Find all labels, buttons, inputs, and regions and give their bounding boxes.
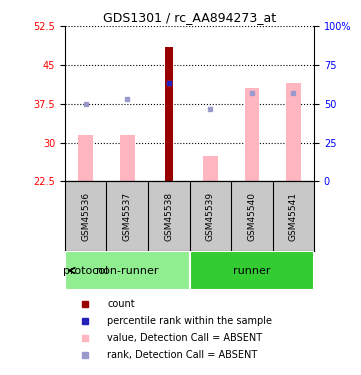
Text: non-runner: non-runner	[96, 266, 158, 276]
Text: value, Detection Call = ABSENT: value, Detection Call = ABSENT	[107, 333, 262, 343]
Text: rank, Detection Call = ABSENT: rank, Detection Call = ABSENT	[107, 350, 258, 360]
Bar	[190, 251, 314, 290]
Bar	[286, 83, 301, 182]
Bar	[120, 135, 135, 182]
Bar	[165, 47, 173, 182]
Text: GSM45541: GSM45541	[289, 192, 298, 241]
Bar	[203, 156, 218, 182]
Text: protocol: protocol	[63, 266, 108, 276]
Text: runner: runner	[233, 266, 270, 276]
Text: GSM45540: GSM45540	[247, 192, 256, 241]
Bar	[244, 88, 259, 182]
Bar	[78, 135, 93, 182]
Bar	[65, 251, 190, 290]
Text: GSM45536: GSM45536	[81, 192, 90, 241]
Text: percentile rank within the sample: percentile rank within the sample	[107, 316, 272, 326]
Text: GSM45539: GSM45539	[206, 192, 215, 241]
Text: GSM45537: GSM45537	[123, 192, 132, 241]
Text: count: count	[107, 299, 135, 309]
Text: GSM45538: GSM45538	[164, 192, 173, 241]
Title: GDS1301 / rc_AA894273_at: GDS1301 / rc_AA894273_at	[103, 11, 276, 24]
